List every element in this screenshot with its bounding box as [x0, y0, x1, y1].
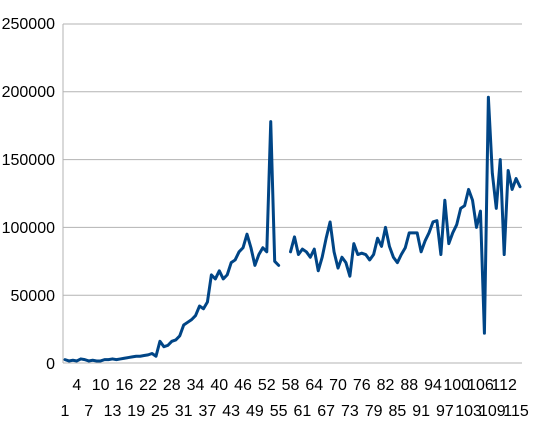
x-axis-ticks: 4 10 16 22 28 34 40 46 52 58 64 70 76 82 88 94 100106112… [61, 377, 529, 420]
y-tick-label: 200000 [2, 84, 55, 101]
x-tick-label: 10 [92, 377, 110, 394]
x-tick-label: 73 [341, 403, 359, 420]
y-tick-label: 250000 [2, 16, 55, 33]
x-tick-label: 37 [199, 403, 217, 420]
y-tick-label: 0 [46, 356, 55, 373]
x-tick-label: 16 [115, 377, 133, 394]
x-tick-label: 97 [436, 403, 454, 420]
x-tick-label: 109 [479, 403, 506, 420]
x-tick-label: 91 [412, 403, 430, 420]
x-tick-label: 4 [72, 377, 81, 394]
x-tick-label: 40 [210, 377, 228, 394]
x-tick-label: 82 [377, 377, 395, 394]
x-tick-label: 85 [388, 403, 406, 420]
x-tick-label: 70 [329, 377, 347, 394]
y-tick-label: 100000 [2, 220, 55, 237]
x-tick-label: 43 [222, 403, 240, 420]
y-tick-label: 150000 [2, 152, 55, 169]
x-tick-label: 100 [443, 377, 470, 394]
x-tick-label: 34 [187, 377, 205, 394]
x-tick-label: 112 [491, 377, 517, 394]
x-tick-label: 13 [104, 403, 122, 420]
x-tick-label: 79 [365, 403, 383, 420]
series-line-segment [63, 120, 281, 363]
x-tick-label: 22 [139, 377, 157, 394]
x-tick-label: 115 [503, 403, 529, 420]
x-tick-label: 7 [84, 403, 93, 420]
x-tick-label: 103 [455, 403, 482, 420]
x-tick-label: 55 [270, 403, 288, 420]
y-axis-ticks: 0 50000 100000 150000 200000 250000 [2, 16, 55, 373]
x-tick-label: 64 [305, 377, 323, 394]
gridlines [63, 23, 522, 364]
x-tick-label: 61 [293, 403, 311, 420]
x-tick-label: 88 [400, 377, 418, 394]
y-tick-label: 50000 [11, 288, 56, 305]
x-tick-label: 58 [282, 377, 300, 394]
x-tick-label: 28 [163, 377, 181, 394]
x-tick-label: 49 [246, 403, 264, 420]
x-tick-label: 31 [175, 403, 193, 420]
x-tick-label: 52 [258, 377, 276, 394]
x-tick-label: 67 [317, 403, 335, 420]
x-tick-label: 106 [467, 377, 494, 394]
series-line-segment [289, 95, 522, 335]
x-tick-label: 46 [234, 377, 252, 394]
x-tick-label: 1 [61, 403, 70, 420]
x-tick-label: 94 [424, 377, 442, 394]
data-series-line [63, 95, 522, 363]
x-tick-label: 19 [127, 403, 145, 420]
x-tick-label: 25 [151, 403, 169, 420]
x-tick-label: 76 [353, 377, 371, 394]
